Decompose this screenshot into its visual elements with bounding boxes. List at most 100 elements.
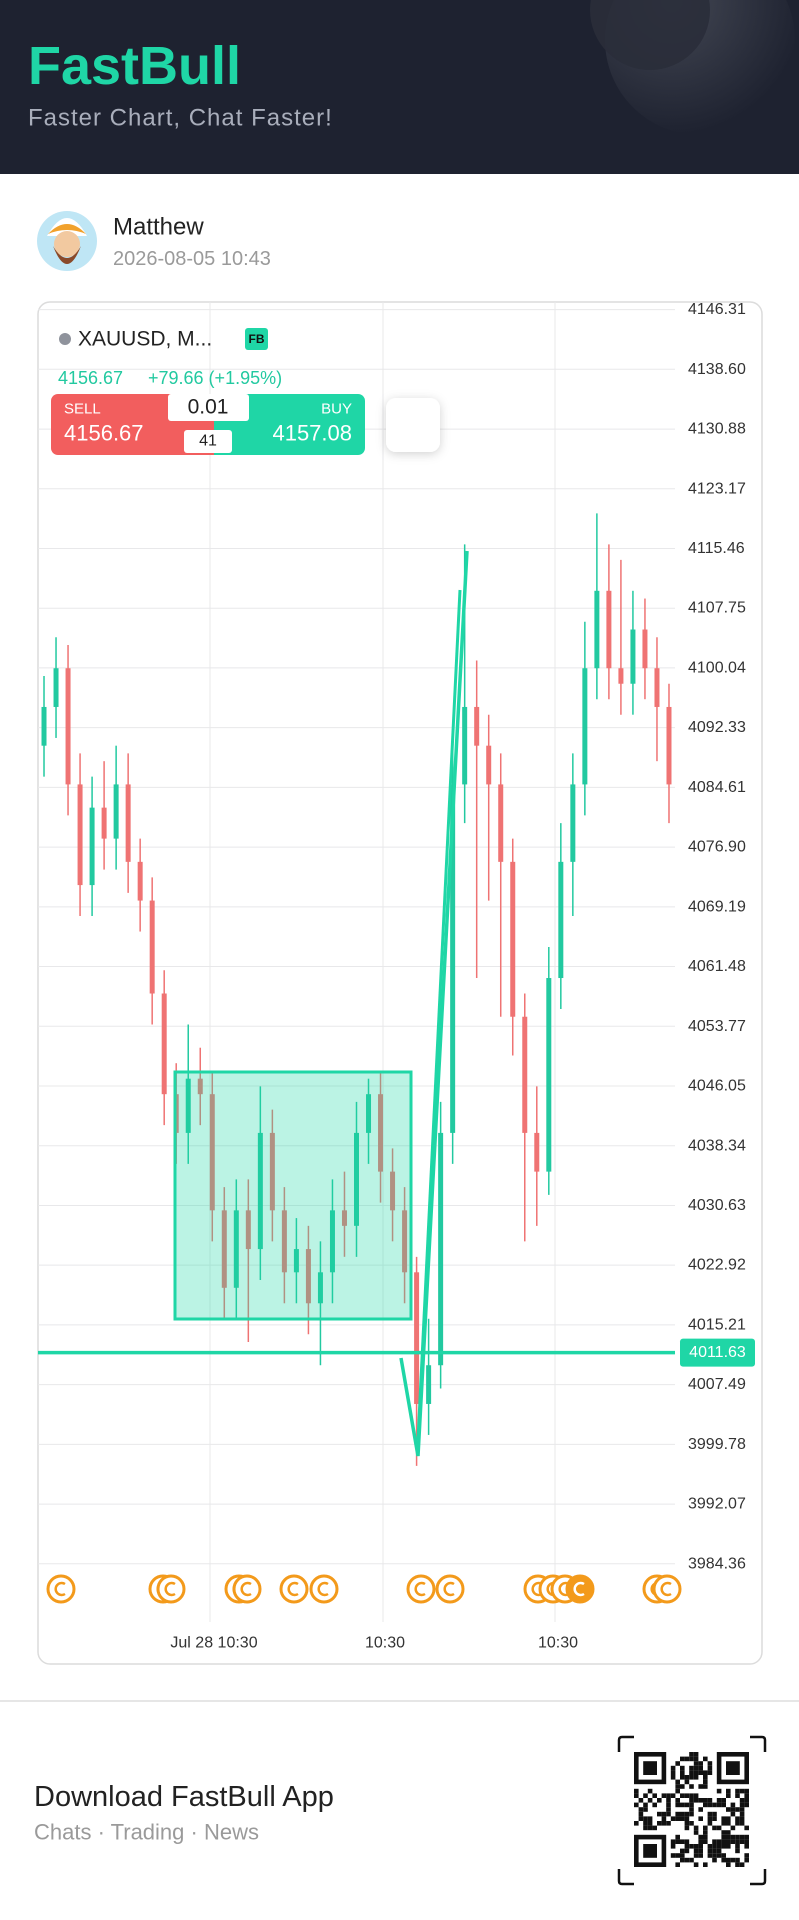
qr-module	[689, 1775, 694, 1780]
qr-module	[684, 1848, 690, 1854]
qr-module	[726, 1862, 731, 1867]
qr-module	[661, 1793, 667, 1798]
qr-module	[716, 1825, 722, 1831]
qr-module	[712, 1848, 717, 1854]
avatar[interactable]	[37, 211, 97, 271]
event-icon	[156, 1574, 186, 1604]
qr-module	[726, 1821, 731, 1826]
candle-body	[41, 706, 47, 746]
candle-body	[426, 1365, 432, 1404]
qr-module	[661, 1816, 667, 1821]
x-tick-label: 10:30	[365, 1635, 405, 1652]
qr-module	[693, 1770, 699, 1775]
y-tick-label: 4076.90	[688, 839, 746, 856]
qr-module	[675, 1816, 680, 1821]
sell-label: SELL	[64, 401, 101, 418]
qr-module	[698, 1839, 703, 1844]
footer-subtitle: Chats · Trading · News	[34, 1820, 259, 1845]
candle-body	[53, 668, 59, 707]
qr-module	[689, 1811, 694, 1817]
lot-box[interactable]	[168, 394, 249, 421]
qr-module	[744, 1844, 749, 1849]
candle-body	[209, 1094, 215, 1211]
qr-module	[730, 1825, 736, 1831]
qr-module	[726, 1844, 731, 1849]
qr-module	[703, 1802, 708, 1808]
y-tick-label: 4061.48	[688, 958, 746, 975]
candle-body	[101, 807, 107, 839]
qr-module	[670, 1839, 676, 1844]
qr-module	[735, 1844, 740, 1849]
qr-module	[680, 1811, 685, 1817]
candle-body	[522, 1016, 528, 1133]
candle-body	[630, 629, 636, 684]
badge: FB	[249, 332, 265, 346]
y-tick-label: 4100.04	[688, 659, 746, 676]
event-icon	[435, 1574, 465, 1604]
qr-module	[670, 1844, 676, 1849]
y-tick-label: 4015.21	[688, 1316, 746, 1333]
drawn-trendline[interactable]	[416, 589, 462, 1441]
qr-module	[726, 1788, 731, 1794]
qr-module	[689, 1798, 694, 1803]
candle-body	[462, 706, 468, 785]
qr-module	[726, 1857, 731, 1863]
drawn-rectangle[interactable]	[173, 1070, 413, 1321]
qr-module	[684, 1811, 690, 1817]
qr-module	[703, 1839, 708, 1844]
qr-module	[698, 1848, 703, 1854]
user-name[interactable]: Matthew	[113, 214, 204, 241]
qr-module	[707, 1853, 713, 1858]
candle-body	[606, 590, 612, 669]
drawn-trendline[interactable]	[399, 550, 469, 1457]
y-tick-label: 4115.46	[688, 540, 745, 557]
qr-module	[703, 1784, 708, 1789]
qr-module	[693, 1765, 699, 1771]
qr-module	[634, 1802, 639, 1808]
qr-module	[707, 1765, 713, 1771]
qr-module	[707, 1811, 713, 1817]
qr-module	[684, 1857, 690, 1863]
qr-module	[684, 1802, 690, 1808]
qr-module	[735, 1793, 740, 1798]
qr-module	[703, 1830, 708, 1835]
event-icon	[46, 1574, 76, 1604]
qr-module	[657, 1821, 662, 1826]
qr-module	[735, 1821, 740, 1826]
qr-module	[721, 1816, 726, 1821]
qr-module	[652, 1825, 657, 1831]
tool-button[interactable]	[386, 398, 440, 452]
qr-module	[739, 1802, 745, 1808]
y-tick-label: 3999.78	[688, 1436, 746, 1453]
chart-card	[37, 301, 763, 1665]
candle-body	[366, 1094, 372, 1133]
qr-module	[647, 1825, 653, 1831]
qr-module	[638, 1798, 644, 1803]
qr-module	[707, 1821, 713, 1826]
qr-module	[712, 1825, 717, 1831]
qr-module	[693, 1853, 699, 1858]
qr-module	[675, 1853, 680, 1858]
candle-body	[245, 1210, 251, 1250]
qr-module	[680, 1848, 685, 1854]
qr-module	[680, 1802, 685, 1808]
qr-module	[721, 1853, 726, 1858]
symbol[interactable]: XAUUSD, M...	[78, 328, 212, 351]
badge-bg	[245, 328, 268, 350]
qr-module	[744, 1853, 749, 1858]
qr-code[interactable]	[617, 1735, 767, 1886]
qr-module	[739, 1834, 745, 1840]
candle-body	[390, 1171, 396, 1211]
qr-module	[643, 1802, 648, 1808]
qr-module	[744, 1839, 749, 1844]
candle-body	[534, 1132, 540, 1172]
qr-module	[684, 1779, 690, 1785]
qr-module	[698, 1770, 703, 1775]
qr-module	[744, 1798, 749, 1803]
qr-finder	[643, 1761, 657, 1775]
qr-module	[739, 1811, 745, 1817]
status-dot	[59, 333, 71, 345]
candle-body	[486, 745, 492, 785]
qr-module	[675, 1862, 680, 1867]
